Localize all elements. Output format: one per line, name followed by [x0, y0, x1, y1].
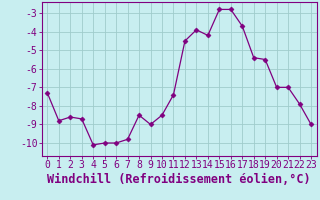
X-axis label: Windchill (Refroidissement éolien,°C): Windchill (Refroidissement éolien,°C) — [47, 173, 311, 186]
